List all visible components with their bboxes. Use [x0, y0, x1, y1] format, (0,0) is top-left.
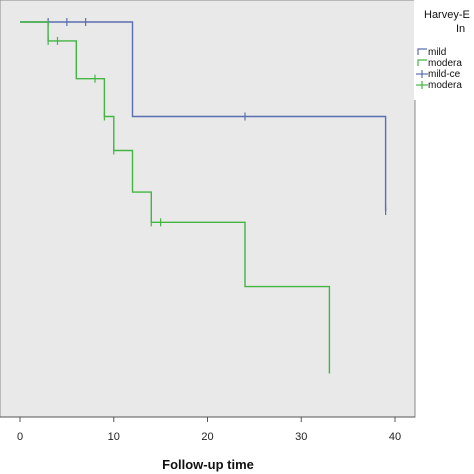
- legend-title-line-2: In: [456, 23, 465, 35]
- x-axis-title: Follow-up time: [162, 457, 254, 472]
- x-tick-label-0: 0: [17, 431, 23, 443]
- x-tick-label-4: 40: [389, 431, 401, 443]
- legend-label-3: modera: [428, 80, 462, 91]
- legend-label-1: modera: [428, 58, 462, 69]
- x-tick-label-3: 30: [295, 431, 307, 443]
- legend-title-line-1: Harvey-E: [424, 9, 470, 21]
- x-tick-label-1: 10: [108, 431, 120, 443]
- x-tick-label-2: 20: [201, 431, 213, 443]
- series-line-0: [20, 21, 387, 211]
- legend-label-2: mild-ce: [428, 69, 461, 80]
- x-axis: 0 10 20 30 40: [17, 417, 401, 443]
- legend-swatch-0: [417, 48, 427, 55]
- plot-area: [0, 0, 416, 418]
- series-layer: [20, 18, 387, 374]
- legend-box: [414, 0, 474, 100]
- legend-label-0: mild: [428, 47, 446, 58]
- legend-swatch-1: [417, 59, 427, 66]
